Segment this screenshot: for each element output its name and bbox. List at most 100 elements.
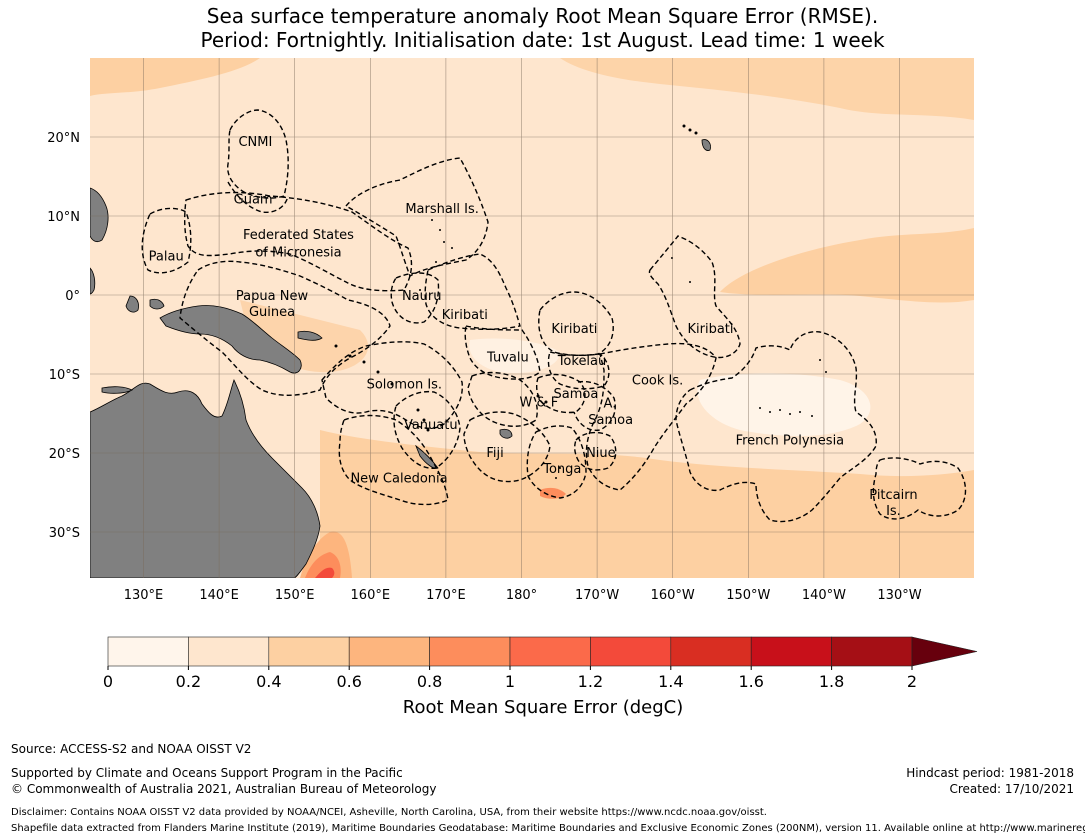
lon-tick-labels: 130°E 140°E 150°E 160°E 170°E 180° 170°W 160°W 1… [124,588,922,603]
colorbar-tick-label: 0.2 [176,672,201,691]
region-label: Nauru [402,289,442,304]
colorbar-tick-label: 2 [907,672,917,691]
eez-fiji [463,411,551,483]
colorbar-label: Root Mean Square Error (degC) [403,697,684,718]
colorbar-tick-label: 1.2 [578,672,603,691]
rmse-field-light [469,338,871,437]
eez-fsm [183,191,413,292]
colorbar-segment [429,636,511,667]
eez-kiribati-line [648,235,741,359]
lon-tick-label: 180° [506,588,537,603]
eez-american-samoa [573,380,616,431]
region-label: Federated States [243,228,354,243]
lon-tick-label: 170°E [426,588,466,603]
created-date: Created: 17/10/2021 [949,782,1074,796]
region-label: Is. [886,504,901,519]
hawaii [701,139,711,151]
colorbar-segments [107,636,978,667]
gridlines [90,58,974,578]
colorbar-tick-label: 1.4 [658,672,683,691]
viti-levu [499,428,513,439]
eez-vanuatu [393,390,461,469]
region-label: Kiribati [551,322,597,337]
colorbar-tick-label: 0 [103,672,113,691]
colorbar-extend-arrow [911,636,978,667]
lon-tick-label: 160°W [651,588,695,603]
philippines-edge [90,187,109,243]
borneo-edge [90,267,96,295]
lon-tick-label: 150°E [275,588,315,603]
lat-tick-labels: 20°N 10°N 0° 10°S 20°S 30°S [47,131,80,541]
map: CNMI Guam Marshall Is. Federated States of M… [47,58,974,603]
chart-title: Sea surface temperature anomaly Root Mea… [0,4,1085,52]
australia [90,378,321,578]
region-label: French Polynesia [736,434,845,449]
region-label: CNMI [238,135,272,150]
eez-solomon [321,341,463,430]
hindcast-period: Hindcast period: 1981-2018 [906,766,1074,780]
eez-marshall [344,157,489,278]
rmse-field-high [300,487,566,578]
colorbar-segment [590,636,672,667]
colorbar-tick-label: 1.6 [738,672,763,691]
sulawesi [125,295,139,313]
lon-tick-label: 170°W [575,588,619,603]
eez-boundaries [141,109,967,523]
lat-tick-label: 10°S [49,368,80,383]
colorbar-segment [348,636,430,667]
lon-tick-label: 130°E [124,588,164,603]
lon-tick-label: 130°W [877,588,921,603]
halmahera [149,298,165,310]
eez-samoa [535,373,586,414]
colorbar-tick-label: 1 [505,672,515,691]
colorbar-segment [509,636,591,667]
disclaimer-text: Disclaimer: Contains NOAA OISST V2 data … [11,807,767,818]
region-label: A. [604,396,617,411]
region-label: Niue [586,446,616,461]
supported-text: Supported by Climate and Oceans Support … [11,766,403,780]
eez-palau [141,207,192,274]
colorbar-tick-label: 1.8 [819,672,844,691]
region-label: Papua New [236,289,309,304]
region-label: Tuvalu [486,351,529,366]
region-label: Vanuatu [404,418,458,433]
lat-tick-label: 20°N [47,131,80,146]
eez-tuvalu [464,325,541,380]
eez-new-caledonia [338,414,449,506]
new-britain [297,330,323,341]
region-label: Cook Is. [632,374,683,389]
timor [101,386,133,394]
region-label: Guinea [249,305,295,320]
eez-tonga [526,425,587,499]
colorbar-ticks: 0 0.2 0.4 0.6 0.8 1 1.2 1.4 1.6 1.8 2 [103,666,917,691]
eez-pitcairn [872,457,967,520]
region-label: Kiribati [687,322,733,337]
region-label: Guam [234,193,273,208]
colorbar-segment [188,636,270,667]
eez-kiribati-gilbert [424,253,521,331]
eez-cnmi [227,109,289,199]
lon-tick-label: 140°E [199,588,239,603]
lon-tick-label: 150°W [726,588,770,603]
lat-tick-label: 10°N [47,210,80,225]
copyright-text: © Commonwealth of Australia 2021, Austra… [11,782,437,796]
colorbar-segment [268,636,350,667]
region-label: Tonga [542,462,581,477]
region-labels: CNMI Guam Marshall Is. Federated States of M… [149,135,918,519]
new-guinea [159,305,302,374]
eez-cook [585,342,717,491]
lat-tick-label: 20°S [49,447,80,462]
region-label: Solomon Is. [367,377,443,392]
region-label: Marshall Is. [405,202,479,217]
land [90,139,711,578]
region-label: Pitcairn [869,488,917,503]
region-label: of Micronesia [255,246,341,261]
region-label: New Caledonia [350,471,447,486]
new-caledonia-island [415,444,439,469]
colorbar-tick-label: 0.4 [256,672,281,691]
region-label: Tokelau [557,354,607,369]
colorbar-tick-label: 0.8 [417,672,442,691]
lat-tick-label: 0° [65,289,80,304]
region-label: Samoa [554,387,599,402]
region-label: Fiji [486,446,503,461]
